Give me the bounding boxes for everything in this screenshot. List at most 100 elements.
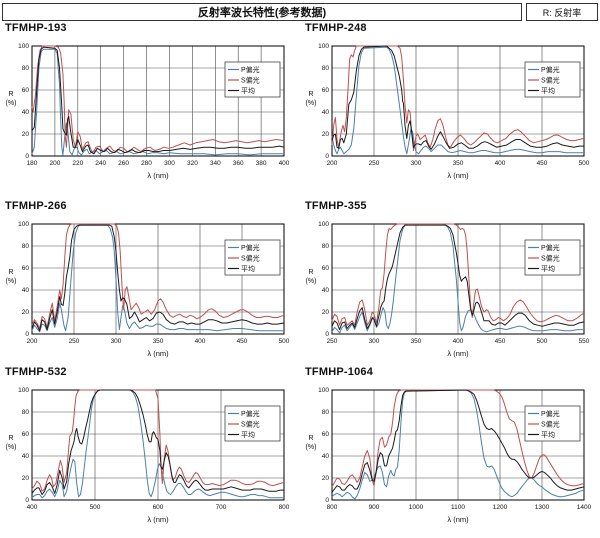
legend-label: 平均 [241, 430, 255, 439]
plot-border [31, 223, 285, 335]
y-axis-unit: (%) [306, 100, 317, 107]
chart-canvas: 200 250 300 350 400 450 500 0 20 40 60 80 100 R (%) λ (… [306, 43, 590, 180]
y-tick-label: 100 [18, 387, 29, 394]
x-tick-label: 300 [164, 160, 175, 167]
chart-title: TFMHP-1064 [305, 366, 374, 378]
plot-border [331, 223, 585, 335]
y-tick-label: 100 [318, 43, 329, 50]
x-tick-label: 400 [495, 160, 506, 167]
x-tick-label: 1100 [451, 504, 465, 511]
chart-panel-tfmhp-266: TFMHP-266 200 250 300 350 400 450 500 0 20 40 60 80… [0, 200, 300, 359]
chart-panel-tfmhp-1064: TFMHP-1064 800 900 1000 1100 1200 1300 1400 0 20… [300, 366, 600, 525]
series-line [331, 223, 584, 334]
x-axis-label: λ (nm) [147, 515, 169, 524]
y-axis-unit: (%) [6, 100, 17, 107]
header-right-label: R: 反射率 [542, 7, 582, 18]
x-axis-label: λ (nm) [447, 171, 469, 180]
y-axis-label: R [8, 435, 13, 442]
x-tick-label: 360 [233, 160, 244, 167]
header-title: 反射率波长特性(参考数据) [197, 7, 327, 19]
x-tick-label: 550 [579, 338, 590, 345]
series-line [31, 389, 285, 492]
y-tick-label: 100 [18, 221, 29, 228]
x-tick-label: 900 [369, 504, 380, 511]
y-tick-label: 20 [322, 131, 330, 138]
x-tick-label: 200 [27, 338, 38, 345]
x-tick-label: 600 [153, 504, 164, 511]
y-tick-label: 20 [322, 475, 330, 482]
y-tick-label: 0 [325, 153, 329, 160]
x-tick-label: 700 [216, 504, 227, 511]
x-tick-label: 380 [256, 160, 267, 167]
header-right-label-box: R: 反射率 [526, 3, 598, 21]
legend-label: S偏光 [241, 420, 260, 429]
chart-panel-tfmhp-355: TFMHP-355 250 300 350 400 450 500 550 0 20 40 60 80… [300, 200, 600, 359]
y-tick-label: 60 [322, 431, 330, 438]
y-axis-label: R [308, 269, 313, 276]
y-axis-unit: (%) [6, 444, 17, 451]
y-axis-unit: (%) [306, 444, 317, 451]
plot-border [31, 45, 285, 157]
legend-label: 平均 [541, 430, 555, 439]
x-tick-label: 300 [111, 338, 122, 345]
series-line [331, 389, 585, 493]
chart-canvas: 800 900 1000 1100 1200 1300 1400 0 20 40 60 80 100 R (… [306, 387, 592, 524]
x-tick-label: 500 [279, 338, 290, 345]
legend-label: P偏光 [241, 243, 260, 252]
chart-canvas: 200 250 300 350 400 450 500 0 20 40 60 80 100 R (%) λ (… [6, 221, 290, 358]
x-axis-label: λ (nm) [447, 515, 469, 524]
y-tick-label: 80 [22, 409, 30, 416]
legend-label: S偏光 [541, 76, 560, 85]
y-tick-label: 100 [318, 387, 329, 394]
series-line [31, 389, 284, 495]
y-tick-label: 40 [322, 287, 330, 294]
legend-label: S偏光 [541, 420, 560, 429]
chart-panel-tfmhp-248: TFMHP-248 200 250 300 350 400 450 500 0 20 40 60 80… [300, 22, 600, 181]
legend-label: P偏光 [541, 243, 560, 252]
x-tick-label: 200 [327, 160, 338, 167]
y-tick-label: 20 [22, 131, 30, 138]
x-tick-label: 450 [237, 338, 248, 345]
series-line [331, 389, 585, 488]
chart-canvas: 180 200 220 240 260 280 300 320 340 360 380 400 0 20 4… [6, 43, 290, 180]
chart-panel-tfmhp-532: TFMHP-532 400 500 600 700 800 0 20 40 60 80 100 R (%… [0, 366, 300, 525]
legend-label: P偏光 [541, 409, 560, 418]
y-axis-unit: (%) [306, 278, 317, 285]
y-tick-label: 80 [22, 243, 30, 250]
legend-label: S偏光 [241, 254, 260, 263]
series-line [31, 224, 284, 333]
y-tick-label: 80 [22, 65, 30, 72]
x-tick-label: 250 [69, 338, 80, 345]
x-tick-label: 400 [279, 160, 290, 167]
x-tick-label: 800 [279, 504, 290, 511]
legend-label: 平均 [241, 86, 255, 95]
x-tick-label: 220 [72, 160, 83, 167]
y-tick-label: 20 [322, 309, 330, 316]
x-tick-label: 350 [411, 338, 422, 345]
y-tick-label: 80 [322, 65, 330, 72]
y-tick-label: 20 [22, 475, 30, 482]
plot-border [31, 389, 285, 501]
y-tick-label: 40 [22, 287, 30, 294]
y-tick-label: 80 [322, 409, 330, 416]
x-tick-label: 200 [49, 160, 60, 167]
series-line [331, 45, 585, 151]
series-line [331, 45, 584, 150]
x-tick-label: 240 [95, 160, 106, 167]
y-tick-label: 60 [322, 87, 330, 94]
x-tick-label: 180 [27, 160, 38, 167]
series-line [31, 45, 285, 154]
y-axis-label: R [8, 269, 13, 276]
legend-label: 平均 [541, 86, 555, 95]
y-tick-label: 40 [322, 453, 330, 460]
x-tick-label: 320 [187, 160, 198, 167]
legend-label: S偏光 [241, 76, 260, 85]
chart-title: TFMHP-193 [5, 22, 67, 34]
x-tick-label: 500 [537, 338, 548, 345]
chart-title: TFMHP-266 [5, 200, 67, 212]
y-tick-label: 100 [18, 43, 29, 50]
x-axis-label: λ (nm) [147, 349, 169, 358]
x-tick-label: 800 [327, 504, 338, 511]
y-tick-label: 0 [25, 153, 29, 160]
